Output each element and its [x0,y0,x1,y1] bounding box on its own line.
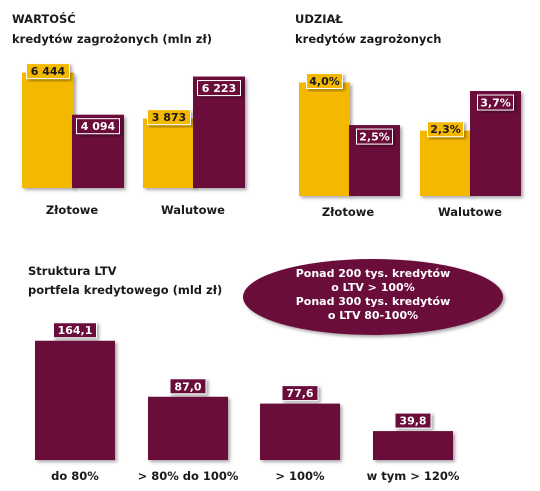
chart3-bar-2-0 [260,403,340,460]
chart1-label-box-0-0 [26,63,70,80]
chart3-label-box-0-0 [53,322,97,339]
chart3-label-box-1-0 [169,378,207,395]
chart2-label-box-0-0 [306,73,343,90]
chart2-data-label-0-0: 4,0% [309,75,340,88]
chart1-data-label-0-0: 6 444 [31,65,66,78]
chart3-data-label-2-0: 77,6 [286,387,313,400]
callout-line-3: Ponad 300 tys. kredytów [296,295,451,308]
chart3-data-label-0-0: 164,1 [58,324,93,337]
chart2-data-label-1-0: 2,3% [430,123,461,136]
chart2-title: UDZIAŁ [295,12,343,26]
chart1-label-box-1-1 [197,80,241,97]
chart3-data-label-3-0: 39,8 [399,415,426,428]
chart1-subtitle: kredytów zagrożonych (mln zł) [12,32,212,46]
chart1-data-label-0-1: 4 094 [81,120,116,133]
callout-line-4: o LTV 80-100% [328,309,418,322]
chart1-category-label-0: Złotowe [46,203,99,217]
chart2-category-label-0: Złotowe [322,205,375,219]
chart2-data-label-0-1: 2,5% [359,131,390,144]
chart1-data-label-1-1: 6 223 [202,82,236,95]
chart2-bar-0-0 [299,82,350,196]
chart2-bar-1-0 [420,130,471,196]
chart3-category-label-1: > 80% do 100% [138,469,239,483]
chart1-title: WARTOŚĆ [12,11,76,26]
chart2-category-label-1: Walutowe [438,205,502,219]
chart1-bar-0-0 [22,72,74,188]
chart2-data-label-1-1: 3,7% [480,97,511,110]
chart1-label-box-0-1 [76,118,120,135]
chart2-label-box-0-1 [356,128,393,145]
chart3-category-label-3: w tym > 120% [367,469,460,483]
chart3-label-box-3-0 [394,412,432,429]
chart1-label-box-1-0 [147,109,191,126]
chart3-bar-3-0 [373,431,453,460]
chart1-category-label-1: Walutowe [161,203,225,217]
chart3-bar-1-0 [148,396,228,460]
chart-marks: 6 444 4 094 Złotowe 3 873 6 223 Walutowe 4,0% 2… [22,63,521,483]
chart3-subtitle: portfela kredytowego (mld zł) [28,283,222,297]
chart3-category-label-0: do 80% [51,469,99,483]
chart1-bar-1-0 [143,118,195,188]
chart2-label-box-1-1 [477,94,514,111]
ltv-callout: Ponad 200 tys. kredytów o LTV > 100% Pon… [243,259,503,335]
chart1-data-label-1-0: 3 873 [152,111,186,124]
chart3-data-label-1-0: 87,0 [174,380,201,393]
chart2-subtitle: kredytów zagrożonych [295,32,441,46]
callout-line-1: Ponad 200 tys. kredytów [296,267,451,280]
chart3-bar-0-0 [35,340,115,460]
chart3-title: Struktura LTV [28,264,117,278]
callout-line-2: o LTV > 100% [331,281,414,294]
chart3-label-box-2-0 [281,385,319,402]
chart3-category-label-2: > 100% [275,469,325,483]
callout-ellipse [243,259,503,335]
chart2-label-box-1-0 [427,121,464,138]
